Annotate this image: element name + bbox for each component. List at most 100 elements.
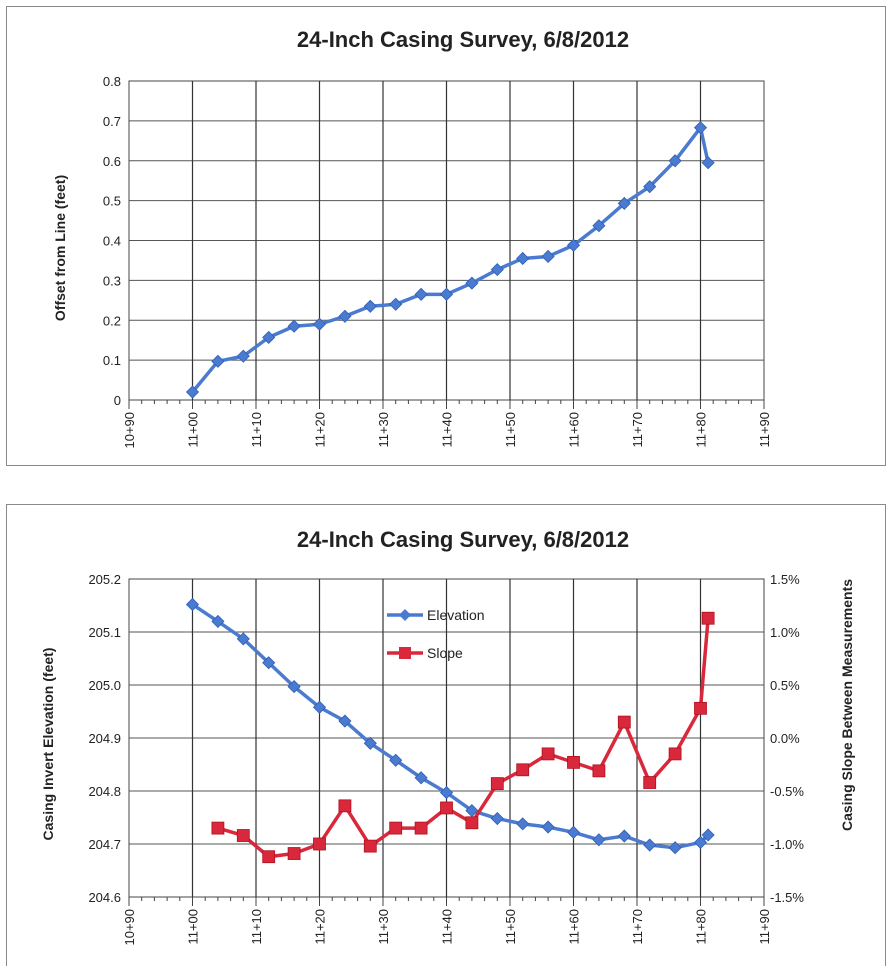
data-point-diamond	[693, 835, 708, 849]
series-line-elevation	[191, 602, 710, 850]
data-point-diamond	[262, 330, 276, 344]
y-axis-label: Offset from Line (feet)	[52, 175, 68, 321]
x-tick-label: 11+30	[376, 412, 391, 448]
y-axis-label-left: Casing Invert Elevation (feet)	[40, 648, 56, 841]
y-right-tick-label: 1.0%	[770, 625, 800, 640]
y-tick-label: 0.4	[103, 234, 121, 249]
data-point-diamond	[701, 156, 715, 170]
data-point-square	[440, 801, 453, 815]
y-right-tick-label: 0.5%	[770, 678, 800, 693]
data-point-square	[516, 763, 530, 777]
data-point-diamond	[516, 251, 530, 266]
data-point-diamond	[701, 828, 715, 842]
x-tick-label: 11+40	[440, 412, 455, 448]
data-point-diamond	[541, 249, 555, 264]
y-tick-label: 204.8	[88, 784, 121, 799]
data-point-square	[414, 821, 428, 835]
x-tick-label: 11+20	[313, 412, 328, 448]
data-point-diamond	[287, 319, 301, 333]
data-point-square	[643, 776, 657, 789]
y-tick-label: 205.1	[88, 625, 121, 640]
y-right-tick-label: 0.0%	[770, 731, 800, 746]
y-tick-label: 0.6	[103, 154, 121, 169]
offset-chart-svg: 24-Inch Casing Survey, 6/8/2012 Offset f…	[52, 27, 772, 449]
data-point-diamond	[236, 349, 250, 363]
data-point-diamond	[668, 841, 682, 855]
data-point-diamond	[566, 238, 581, 252]
x-tick-label: 11+30	[376, 909, 391, 945]
y-tick-label: 0.5	[103, 194, 121, 209]
x-tick-label: 11+60	[567, 412, 582, 448]
series-line-offset	[191, 125, 710, 394]
data-point-square	[313, 837, 326, 851]
data-point-diamond	[465, 276, 479, 290]
data-point-diamond	[439, 287, 454, 301]
x-tick-label: 11+80	[694, 909, 709, 945]
legend-label: Slope	[427, 645, 463, 661]
y-right-tick-label: -1.0%	[770, 837, 804, 852]
x-tick-label: 11+90	[757, 909, 772, 945]
legend-marker-square	[399, 647, 411, 659]
data-point-diamond	[312, 317, 327, 331]
elevation-slope-chart-svg: 24-Inch Casing Survey, 6/8/2012 Casing I…	[40, 527, 855, 946]
data-point-diamond	[668, 154, 682, 168]
data-point-diamond	[617, 829, 631, 843]
data-point-diamond	[541, 820, 555, 834]
x-tick-label: 11+70	[630, 909, 645, 945]
x-tick-label: 11+50	[503, 909, 518, 945]
data-point-square	[701, 611, 715, 625]
data-point-diamond	[414, 287, 428, 301]
data-point-diamond	[211, 614, 225, 628]
data-point-square	[541, 747, 555, 761]
x-tick-label: 11+70	[630, 412, 645, 448]
data-point-diamond	[490, 263, 504, 277]
x-tick-label: 11+00	[186, 909, 201, 945]
data-point-diamond	[643, 838, 657, 852]
legend-marker-diamond	[399, 609, 411, 621]
y-tick-label: 0	[114, 393, 121, 408]
y-tick-label: 0.3	[103, 273, 121, 288]
data-point-square	[262, 850, 276, 864]
data-point-diamond	[363, 736, 377, 750]
data-point-diamond	[516, 817, 530, 831]
data-point-diamond	[389, 297, 403, 311]
x-tick-label: 11+40	[440, 909, 455, 945]
y-tick-label: 205.0	[88, 678, 121, 693]
data-point-diamond	[312, 700, 327, 714]
data-point-diamond	[287, 680, 301, 694]
data-point-square	[694, 701, 707, 715]
data-point-square	[236, 829, 250, 842]
x-tick-label: 11+20	[313, 909, 328, 945]
data-point-diamond	[338, 309, 352, 323]
x-tick-label: 10+90	[122, 909, 137, 946]
x-tick-label: 10+90	[122, 412, 137, 449]
y-tick-label: 204.6	[88, 890, 121, 905]
data-point-square	[363, 839, 377, 853]
chart-panel-elevation: 24-Inch Casing Survey, 6/8/2012 Casing I…	[6, 504, 886, 966]
data-point-square	[389, 821, 403, 835]
data-point-square	[592, 764, 606, 778]
data-point-square	[490, 777, 504, 790]
data-point-diamond	[617, 196, 631, 210]
data-point-diamond	[363, 299, 377, 313]
data-point-diamond	[185, 597, 200, 612]
data-point-square	[617, 715, 631, 729]
data-point-diamond	[592, 833, 606, 847]
data-point-diamond	[490, 811, 504, 826]
x-tick-label: 11+10	[249, 412, 264, 448]
chart-title: 24-Inch Casing Survey, 6/8/2012	[297, 527, 629, 552]
data-point-square	[211, 821, 225, 835]
data-point-square	[465, 816, 479, 830]
data-point-diamond	[566, 825, 581, 839]
y-tick-label: 0.8	[103, 74, 121, 89]
data-point-diamond	[211, 354, 225, 368]
data-point-diamond	[185, 385, 200, 399]
y-tick-label: 0.7	[103, 114, 121, 129]
data-point-diamond	[236, 632, 250, 646]
data-point-square	[338, 799, 352, 813]
y-tick-label: 0.1	[103, 353, 121, 368]
y-tick-label: 205.2	[88, 572, 121, 587]
y-right-tick-label: 1.5%	[770, 572, 800, 587]
y-tick-label: 204.9	[88, 731, 121, 746]
x-tick-label: 11+90	[757, 412, 772, 448]
